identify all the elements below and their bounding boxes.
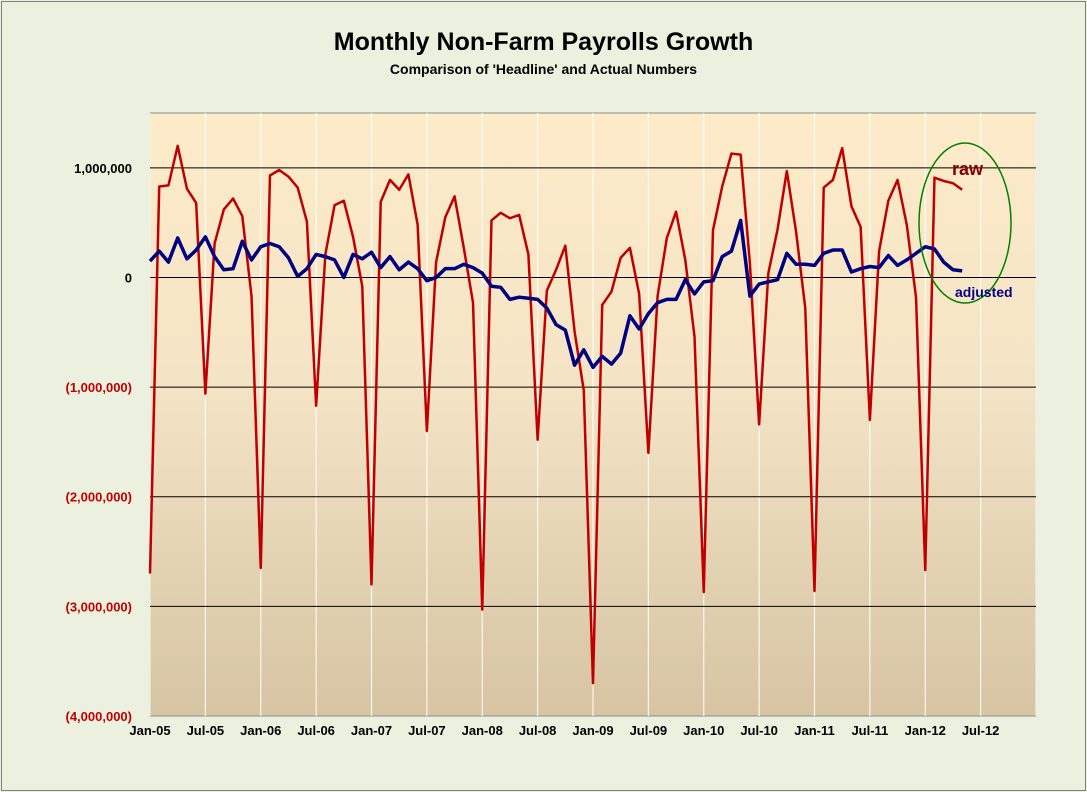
y-tick-label: 1,000,000 (74, 161, 132, 176)
x-tick-label: Jul-09 (630, 723, 668, 738)
vertical-gridlines (149, 113, 1037, 716)
y-tick-label: (2,000,000) (66, 490, 133, 505)
x-tick-label: Jan-07 (351, 723, 392, 738)
x-tick-label: Jan-06 (240, 723, 281, 738)
series-layer (148, 144, 963, 685)
highlight-ellipse (918, 142, 1012, 304)
chart-title: Monthly Non-Farm Payrolls Growth (333, 28, 754, 56)
y-tick-label: (1,000,000) (66, 380, 133, 395)
x-tick-label: Jan-09 (572, 723, 613, 738)
y-tick-label: 0 (125, 270, 132, 285)
x-tick-label: Jan-11 (794, 723, 834, 738)
x-tick-label: Jan-10 (683, 723, 724, 738)
x-tick-label: Jul-08 (519, 723, 557, 738)
annotation-adjusted: adjusted (955, 284, 1013, 300)
y-tick-label: (4,000,000) (66, 709, 133, 724)
x-axis-ticks: Jan-05 Jul-05 Jan-06 Jul-06 Jan-07 Jul-07 Jan-… (129, 723, 999, 738)
x-tick-label: Jan-12 (905, 723, 946, 738)
x-tick-label: Jul-05 (187, 723, 225, 738)
x-tick-label: Jul-12 (962, 723, 1000, 738)
series-line-raw (148, 144, 963, 685)
annotation-raw: raw (952, 159, 984, 179)
y-tick-label: (3,000,000) (66, 599, 133, 614)
x-tick-label: Jul-06 (297, 723, 335, 738)
x-tick-label: Jul-11 (851, 723, 888, 738)
x-tick-label: Jan-05 (129, 723, 170, 738)
annotation-layer: raw adjusted (918, 142, 1013, 304)
horizontal-gridlines (150, 167, 1036, 607)
x-tick-label: Jul-07 (408, 723, 446, 738)
chart-subtitle: Comparison of 'Headline' and Actual Numb… (389, 61, 698, 77)
x-tick-label: Jul-10 (740, 723, 778, 738)
y-axis-ticks: 1,000,000 0 (1,000,000) (2,000,000) (3,000,0… (66, 161, 133, 724)
x-tick-label: Jan-08 (462, 723, 503, 738)
series-line-adjusted (148, 218, 963, 370)
